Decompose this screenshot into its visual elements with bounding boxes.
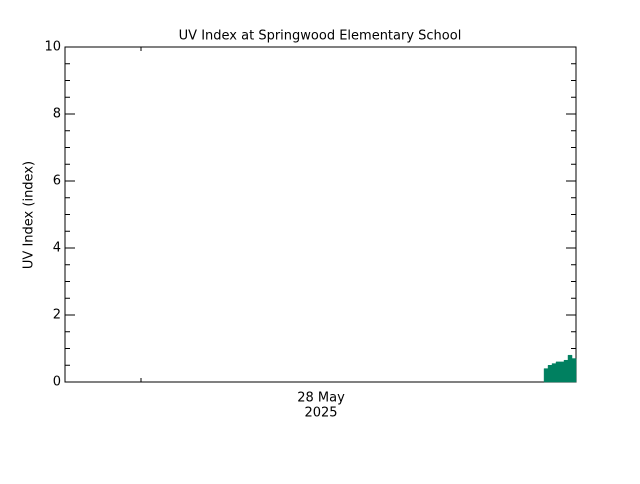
x-axis-label: 28 May bbox=[297, 391, 345, 406]
y-tick-label: 0 bbox=[53, 375, 61, 390]
y-axis-label: UV Index (index) bbox=[22, 161, 37, 269]
uv-area bbox=[543, 354, 577, 383]
y-tick-label: 8 bbox=[53, 107, 61, 122]
y-tick-label: 4 bbox=[53, 241, 61, 256]
chart-title: UV Index at Springwood Elementary School bbox=[179, 29, 462, 44]
y-tick-label: 6 bbox=[53, 174, 61, 189]
x-axis-label: 2025 bbox=[304, 406, 337, 421]
y-tick-label: 2 bbox=[53, 308, 61, 323]
y-tick-label: 10 bbox=[44, 40, 61, 55]
